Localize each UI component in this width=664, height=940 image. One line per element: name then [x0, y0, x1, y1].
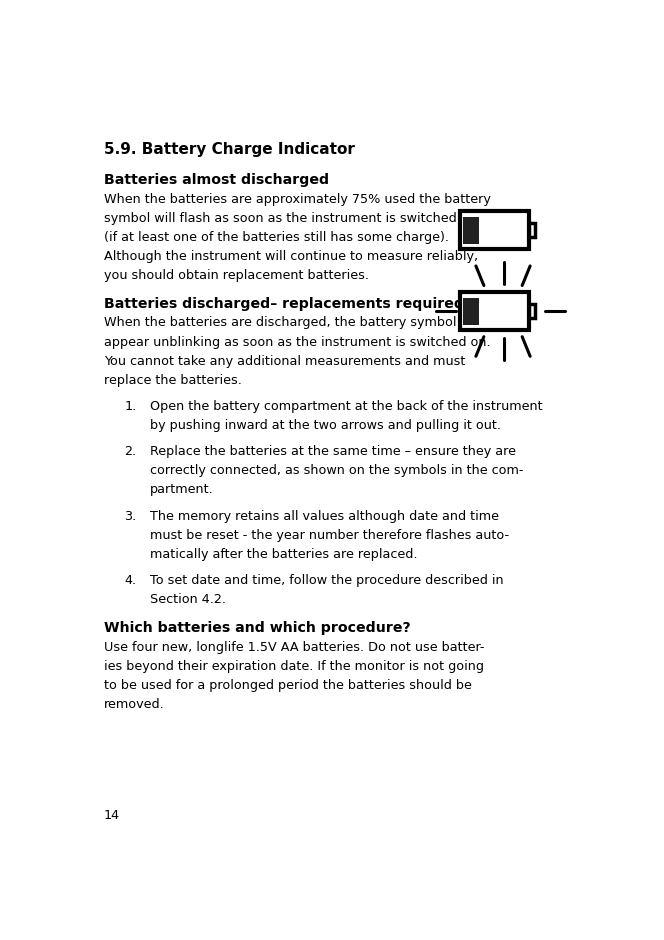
Text: symbol will flash as soon as the instrument is switched on: symbol will flash as soon as the instrum… [104, 212, 476, 225]
Bar [460, 212, 529, 249]
Text: ies beyond their expiration date. If the monitor is not going: ies beyond their expiration date. If the… [104, 660, 483, 673]
Text: by pushing inward at the two arrows and pulling it out.: by pushing inward at the two arrows and … [150, 419, 501, 432]
Text: 3.: 3. [124, 509, 136, 523]
Text: You cannot take any additional measurements and must: You cannot take any additional measureme… [104, 354, 465, 368]
Text: Batteries almost discharged: Batteries almost discharged [104, 173, 329, 187]
Text: partment.: partment. [150, 483, 214, 496]
Bar [463, 298, 479, 324]
Text: 4.: 4. [124, 574, 136, 588]
Bar [529, 304, 535, 319]
Text: When the batteries are discharged, the battery symbol will: When the batteries are discharged, the b… [104, 317, 481, 330]
Text: must be reset - the year number therefore flashes auto-: must be reset - the year number therefor… [150, 528, 509, 541]
Bar [463, 216, 479, 243]
Text: removed.: removed. [104, 697, 164, 711]
Text: matically after the batteries are replaced.: matically after the batteries are replac… [150, 548, 418, 561]
Text: Although the instrument will continue to measure reliably,: Although the instrument will continue to… [104, 250, 477, 263]
Text: correctly connected, as shown on the symbols in the com-: correctly connected, as shown on the sym… [150, 464, 523, 478]
Text: replace the batteries.: replace the batteries. [104, 374, 242, 386]
Text: 5.9. Battery Charge Indicator: 5.9. Battery Charge Indicator [104, 142, 355, 157]
Text: Replace the batteries at the same time – ensure they are: Replace the batteries at the same time –… [150, 446, 516, 459]
Text: 1.: 1. [124, 400, 136, 413]
Text: Use four new, longlife 1.5V AA batteries. Do not use batter-: Use four new, longlife 1.5V AA batteries… [104, 641, 484, 653]
Text: Section 4.2.: Section 4.2. [150, 593, 226, 606]
Text: appear unblinking as soon as the instrument is switched on.: appear unblinking as soon as the instrum… [104, 336, 490, 349]
Text: To set date and time, follow the procedure described in: To set date and time, follow the procedu… [150, 574, 503, 588]
Text: Batteries discharged– replacements required: Batteries discharged– replacements requi… [104, 297, 463, 311]
Text: 14: 14 [104, 809, 120, 822]
Text: The memory retains all values although date and time: The memory retains all values although d… [150, 509, 499, 523]
Text: you should obtain replacement batteries.: you should obtain replacement batteries. [104, 269, 369, 282]
Bar [529, 223, 535, 237]
Text: Open the battery compartment at the back of the instrument: Open the battery compartment at the back… [150, 400, 542, 413]
Text: (if at least one of the batteries still has some charge).: (if at least one of the batteries still … [104, 231, 449, 243]
Text: 2.: 2. [124, 446, 136, 459]
Text: Which batteries and which procedure?: Which batteries and which procedure? [104, 621, 410, 634]
Text: When the batteries are approximately 75% used the battery: When the batteries are approximately 75%… [104, 193, 491, 206]
Text: to be used for a prolonged period the batteries should be: to be used for a prolonged period the ba… [104, 679, 471, 692]
Bar [460, 292, 529, 330]
